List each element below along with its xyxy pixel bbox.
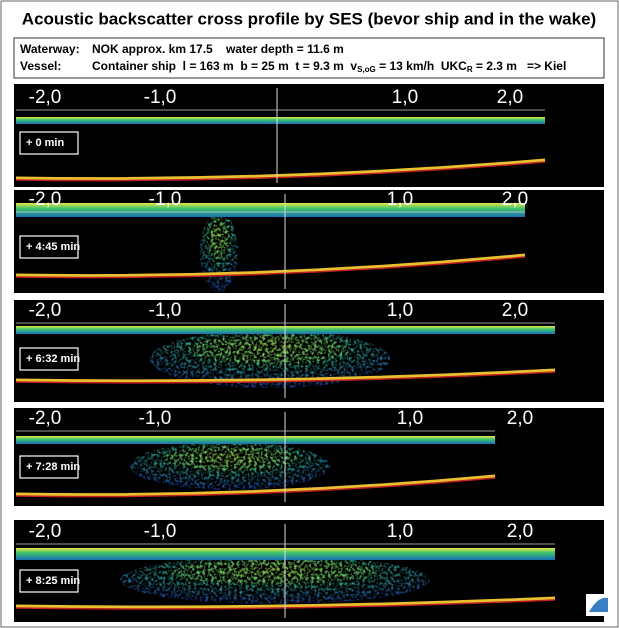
vessel-sub: S,oG	[357, 65, 376, 74]
axis-label: 2,0	[502, 189, 528, 210]
vessel-label: Vessel:	[20, 59, 61, 73]
echogram-panel: -2,0 -1,0 1,0 2,0 + 7:28 min	[14, 408, 604, 506]
axis-label: -2,0	[29, 87, 62, 108]
axis-label: 2,0	[497, 87, 523, 108]
axis-label: 1,0	[392, 87, 418, 108]
echogram-panel: -2,0 -1,0 1,0 2,0 + 4:45 min	[14, 189, 604, 293]
vessel: Container ship l = 163 m b = 25 m t = 9.…	[92, 59, 566, 74]
vessel-text: Container ship l = 163 m b = 25 m t = 9.…	[92, 59, 357, 73]
axis-label: -2,0	[29, 189, 62, 210]
axis-label: -1,0	[149, 300, 182, 321]
axis-label: -2,0	[29, 300, 62, 321]
waterway-label: Waterway:	[20, 42, 80, 56]
axis-label: -2,0	[29, 408, 62, 429]
surface-band	[16, 117, 545, 124]
vessel-text: = 2.3 m => Kiel	[473, 59, 567, 73]
time-label: + 7:28 min	[26, 461, 80, 473]
logo	[586, 594, 610, 616]
backscatter-plume-core	[190, 335, 350, 364]
axis-label: 1,0	[387, 521, 413, 542]
axis-label: -1,0	[144, 87, 177, 108]
axis-label: 1,0	[387, 189, 413, 210]
axis-label: 2,0	[502, 300, 528, 321]
time-label: + 0 min	[26, 137, 64, 149]
axis-label: 2,0	[507, 408, 533, 429]
echogram-panel: -2,0 -1,0 1,0 2,0 + 6:32 min	[14, 300, 604, 402]
surface-band	[16, 203, 525, 217]
panels: -2,0 -1,0 1,0 2,0 + 0 min -2,0 -1,0 1,0 2,0 + 4:4…	[14, 84, 604, 622]
axis-label: 1,0	[387, 300, 413, 321]
axis-label: 2,0	[507, 521, 533, 542]
time-label: + 4:45 min	[26, 241, 80, 253]
axis-label: -2,0	[29, 521, 62, 542]
axis-label: 1,0	[397, 408, 423, 429]
backscatter-plume-core	[172, 560, 379, 584]
title: Acoustic backscatter cross profile by SE…	[22, 9, 596, 28]
axis-label: -1,0	[139, 408, 172, 429]
backscatter-plume-core	[163, 446, 296, 470]
figure: Acoustic backscatter cross profile by SE…	[0, 0, 619, 628]
axis-label: -1,0	[144, 521, 177, 542]
echogram-panel: -2,0 -1,0 1,0 2,0 + 0 min	[14, 84, 604, 187]
echogram-panel: -2,0 -1,0 1,0 2,0 + 8:25 min	[14, 520, 604, 622]
vessel-text: = 13 km/h UKC	[376, 59, 467, 73]
time-label: + 6:32 min	[26, 353, 80, 365]
surface-band	[16, 436, 495, 444]
axis-label: -1,0	[149, 189, 182, 210]
time-label: + 8:25 min	[26, 575, 80, 587]
backscatter-plume-core	[206, 219, 231, 259]
waterway: NOK approx. km 17.5 water depth = 11.6 m	[92, 42, 344, 56]
